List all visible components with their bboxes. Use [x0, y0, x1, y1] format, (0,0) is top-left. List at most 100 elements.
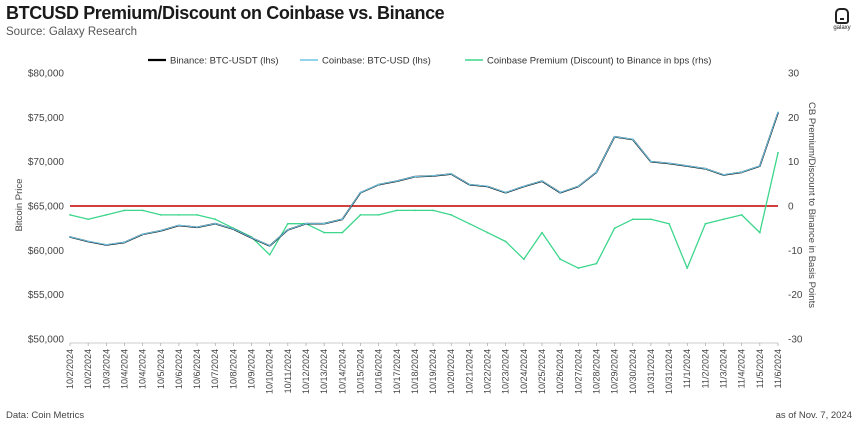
x-tick-label: 11/5/2024	[755, 349, 765, 388]
data-point	[722, 218, 725, 221]
premium-series-line	[69, 152, 779, 269]
data-point	[323, 222, 326, 225]
y-tick-label: $55,000	[28, 290, 65, 301]
x-tick-label: 11/1/2024	[682, 349, 692, 388]
data-point	[196, 226, 198, 229]
data-point	[377, 213, 380, 216]
y2-tick-label: 20	[788, 113, 800, 124]
x-tick-label: 10/2/2024	[65, 349, 75, 389]
x-tick-label: 10/27/2024	[573, 349, 583, 394]
x-tick-label: 10/20/2024	[446, 349, 456, 394]
coinbase-series-line	[69, 112, 779, 247]
x-tick-label: 10/18/2024	[410, 349, 420, 394]
data-point	[141, 233, 144, 236]
data-point	[613, 227, 616, 230]
data-point	[486, 185, 489, 188]
data-point	[159, 213, 162, 216]
x-tick-label: 10/6/2024	[174, 349, 184, 389]
x-tick-label: 10/2/2024	[83, 349, 93, 389]
x-tick-label: 11/6/2024	[773, 349, 783, 388]
x-tick-label: 10/14/2024	[337, 349, 347, 394]
data-point	[631, 138, 634, 141]
data-point	[559, 258, 562, 261]
x-tick-label: 10/10/2024	[265, 349, 275, 394]
data-point	[450, 173, 453, 175]
galaxy-logo-icon	[835, 8, 849, 24]
data-point	[450, 213, 453, 216]
x-tick-label: 10/25/2024	[537, 349, 547, 394]
data-point	[395, 209, 398, 212]
legend-label: Binance: BTC-USDT (lhs)	[170, 56, 279, 67]
data-point	[722, 173, 725, 176]
data-point	[214, 218, 217, 221]
chart-subtitle: Source: Galaxy Research	[6, 26, 138, 38]
y2-tick-label: -10	[788, 246, 803, 257]
legend: Binance: BTC-USDT (lhs) Coinbase: BTC-USD…	[148, 56, 711, 67]
x-tick-label: 10/7/2024	[210, 349, 220, 389]
plot-area	[69, 111, 779, 269]
data-point	[178, 224, 180, 227]
x-tick-label: 11/4/2024	[737, 349, 747, 388]
data-point	[704, 167, 707, 170]
data-point	[87, 218, 90, 221]
data-point	[286, 228, 289, 231]
as-of-date: as of Nov. 7, 2024	[775, 410, 852, 421]
x-tick-label: 10/6/2024	[192, 349, 202, 389]
data-point	[395, 180, 398, 182]
x-tick-label: 10/28/2024	[591, 349, 601, 394]
x-tick-label: 10/12/2024	[301, 349, 311, 394]
data-point	[758, 165, 761, 167]
data-point	[522, 185, 525, 188]
x-tick-label: 10/13/2024	[319, 349, 329, 394]
data-point	[522, 258, 525, 261]
x-tick-label: 11/2/2024	[700, 349, 710, 388]
data-point	[650, 160, 652, 163]
data-point	[196, 213, 198, 216]
x-tick-label: 10/29/2024	[610, 349, 620, 394]
data-point	[504, 240, 507, 243]
data-point	[595, 262, 598, 265]
data-point	[159, 229, 162, 232]
data-point	[359, 191, 362, 194]
x-tick-label: 10/21/2024	[464, 349, 474, 394]
data-point	[377, 183, 380, 186]
x-tick-label: 10/31/2024	[646, 349, 656, 394]
y-tick-label: $65,000	[28, 202, 65, 213]
data-point	[432, 209, 434, 212]
left-axis: $50,000 $55,000 $60,000 $65,000 $70,000 $75,0…	[28, 69, 65, 346]
data-point	[686, 165, 689, 167]
data-point	[577, 185, 580, 188]
x-tick-label: 10/17/2024	[392, 349, 402, 394]
x-tick-label: 10/24/2024	[519, 349, 529, 394]
x-tick-label: 10/4/2024	[138, 349, 148, 389]
data-point	[468, 183, 471, 186]
data-point	[232, 227, 235, 230]
x-tick-label: 11/3/2024	[719, 349, 729, 388]
data-point	[631, 218, 634, 221]
data-point	[341, 231, 344, 234]
data-point	[740, 213, 743, 216]
data-point	[250, 236, 253, 239]
legend-label: Coinbase Premium (Discount) to Binance i…	[487, 56, 711, 67]
data-point	[268, 253, 271, 256]
data-point	[69, 235, 71, 238]
data-point	[758, 231, 761, 234]
y-tick-label: $75,000	[28, 113, 65, 124]
data-point	[577, 267, 580, 269]
galaxy-logo: galaxy	[830, 8, 854, 31]
y-tick-label: $50,000	[28, 335, 65, 346]
x-tick-label: 10/23/2024	[501, 349, 511, 394]
x-tick-label: 10/5/2024	[156, 349, 166, 389]
x-tick-label: 10/31/2024	[664, 349, 674, 394]
x-tick-label: 10/26/2024	[555, 349, 565, 394]
data-point	[414, 175, 416, 178]
x-axis: 10/2/2024 10/2/2024 10/3/2024 10/4/2024 10/4…	[65, 342, 783, 394]
y2-axis-label: CB Premium/Discount to Binance in Basis …	[806, 102, 817, 308]
data-point	[323, 231, 326, 234]
data-point	[686, 267, 689, 269]
data-point	[595, 171, 598, 174]
data-point	[541, 231, 543, 234]
x-tick-label: 10/22/2024	[483, 349, 493, 394]
y-tick-label: $60,000	[28, 246, 65, 257]
data-point	[541, 180, 543, 182]
